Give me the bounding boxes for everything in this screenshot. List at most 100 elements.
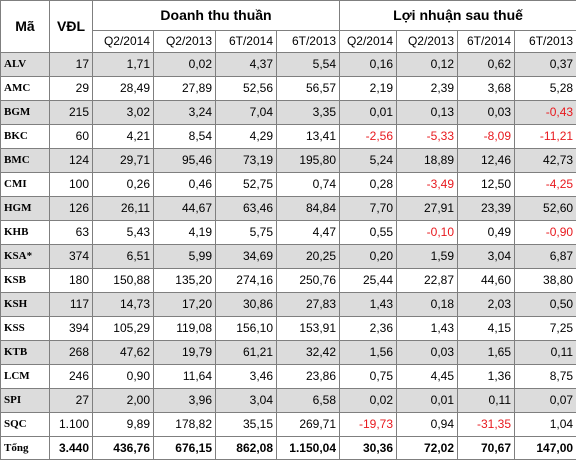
cell-profit: 0,03 xyxy=(458,101,515,125)
cell-profit: 0,13 xyxy=(397,101,458,125)
cell-profit: 2,36 xyxy=(340,317,397,341)
cell-revenue: 153,91 xyxy=(277,317,340,341)
cell-code: KSH xyxy=(1,293,50,317)
cell-revenue: 14,73 xyxy=(93,293,154,317)
cell-revenue: 119,08 xyxy=(154,317,216,341)
cell-profit: -11,21 xyxy=(515,125,576,149)
cell-revenue: 3,46 xyxy=(216,365,277,389)
cell-vdl: 27 xyxy=(50,389,93,413)
cell-vdl: 117 xyxy=(50,293,93,317)
cell-vdl: 215 xyxy=(50,101,93,125)
cell-revenue: 0,90 xyxy=(93,365,154,389)
cell-revenue: 56,57 xyxy=(277,77,340,101)
cell-revenue: 676,15 xyxy=(154,437,216,460)
cell-profit: 27,91 xyxy=(397,197,458,221)
header-revenue-group: Doanh thu thuần xyxy=(93,1,340,31)
cell-profit: 8,75 xyxy=(515,365,576,389)
cell-profit: -0,43 xyxy=(515,101,576,125)
cell-profit: 25,44 xyxy=(340,269,397,293)
cell-revenue: 32,42 xyxy=(277,341,340,365)
cell-profit: 4,15 xyxy=(458,317,515,341)
cell-profit: 4,45 xyxy=(397,365,458,389)
cell-revenue: 4,47 xyxy=(277,221,340,245)
cell-revenue: 0,02 xyxy=(154,53,216,77)
header-period: Q2/2014 xyxy=(340,31,397,53)
header-period: 6T/2013 xyxy=(515,31,576,53)
cell-profit: 0,20 xyxy=(340,245,397,269)
header-profit-group: Lợi nhuận sau thuế xyxy=(340,1,576,31)
cell-revenue: 150,88 xyxy=(93,269,154,293)
cell-code: KSS xyxy=(1,317,50,341)
cell-revenue: 29,71 xyxy=(93,149,154,173)
cell-vdl: 180 xyxy=(50,269,93,293)
cell-vdl: 3.440 xyxy=(50,437,93,460)
cell-profit: 0,01 xyxy=(397,389,458,413)
cell-profit: 0,28 xyxy=(340,173,397,197)
cell-profit: 12,46 xyxy=(458,149,515,173)
header-period: 6T/2013 xyxy=(277,31,340,53)
cell-vdl: 100 xyxy=(50,173,93,197)
cell-profit: 1,36 xyxy=(458,365,515,389)
cell-revenue: 250,76 xyxy=(277,269,340,293)
cell-revenue: 0,26 xyxy=(93,173,154,197)
cell-profit: 7,25 xyxy=(515,317,576,341)
cell-vdl: 126 xyxy=(50,197,93,221)
cell-code: KHB xyxy=(1,221,50,245)
cell-revenue: 30,86 xyxy=(216,293,277,317)
cell-profit: 0,18 xyxy=(397,293,458,317)
cell-code: HGM xyxy=(1,197,50,221)
cell-revenue: 156,10 xyxy=(216,317,277,341)
cell-profit: 2,03 xyxy=(458,293,515,317)
cell-code: KTB xyxy=(1,341,50,365)
cell-profit: 0,94 xyxy=(397,413,458,437)
cell-revenue: 4,21 xyxy=(93,125,154,149)
cell-revenue: 3,24 xyxy=(154,101,216,125)
cell-code: AMC xyxy=(1,77,50,101)
cell-revenue: 19,79 xyxy=(154,341,216,365)
cell-revenue: 17,20 xyxy=(154,293,216,317)
cell-revenue: 3,02 xyxy=(93,101,154,125)
cell-profit: 38,80 xyxy=(515,269,576,293)
cell-revenue: 95,46 xyxy=(154,149,216,173)
header-vdl: VĐL xyxy=(50,1,93,53)
cell-profit: 0,02 xyxy=(340,389,397,413)
cell-revenue: 6,51 xyxy=(93,245,154,269)
cell-profit: 52,60 xyxy=(515,197,576,221)
cell-profit: 2,19 xyxy=(340,77,397,101)
cell-revenue: 73,19 xyxy=(216,149,277,173)
cell-profit: 30,36 xyxy=(340,437,397,460)
header-period: 6T/2014 xyxy=(216,31,277,53)
cell-revenue: 4,29 xyxy=(216,125,277,149)
header-period: Q2/2013 xyxy=(397,31,458,53)
header-period: Q2/2014 xyxy=(93,31,154,53)
cell-vdl: 374 xyxy=(50,245,93,269)
cell-revenue: 23,86 xyxy=(277,365,340,389)
cell-revenue: 52,56 xyxy=(216,77,277,101)
cell-code: KSB xyxy=(1,269,50,293)
cell-profit: 0,75 xyxy=(340,365,397,389)
cell-revenue: 4,37 xyxy=(216,53,277,77)
cell-profit: -19,73 xyxy=(340,413,397,437)
cell-profit: 23,39 xyxy=(458,197,515,221)
cell-revenue: 5,43 xyxy=(93,221,154,245)
cell-code: BKC xyxy=(1,125,50,149)
cell-profit: 0,49 xyxy=(458,221,515,245)
cell-revenue: 5,99 xyxy=(154,245,216,269)
cell-revenue: 8,54 xyxy=(154,125,216,149)
cell-revenue: 0,74 xyxy=(277,173,340,197)
cell-revenue: 9,89 xyxy=(93,413,154,437)
cell-revenue: 11,64 xyxy=(154,365,216,389)
cell-revenue: 105,29 xyxy=(93,317,154,341)
cell-revenue: 178,82 xyxy=(154,413,216,437)
cell-profit: 0,62 xyxy=(458,53,515,77)
